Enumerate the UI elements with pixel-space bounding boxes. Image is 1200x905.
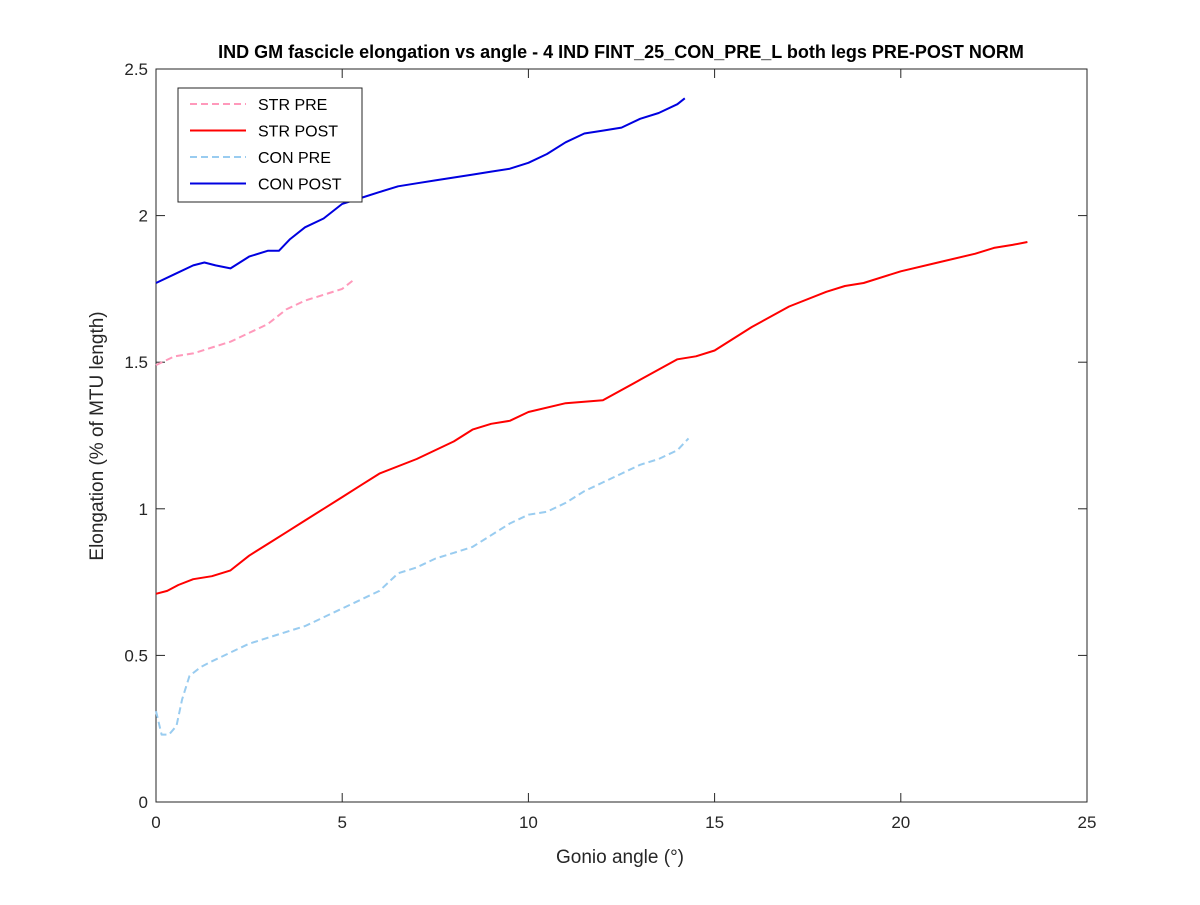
series-line-2	[155, 437, 690, 736]
x-tick-label: 0	[151, 813, 160, 832]
legend-label-2: CON PRE	[258, 150, 331, 167]
x-axis: 0 5 10 15 20 25	[151, 68, 1097, 832]
y-tick-label: 2	[139, 207, 148, 226]
y-tick-label: 1.5	[124, 353, 148, 372]
x-tick-label: 25	[1078, 813, 1097, 832]
y-tick-label: 0.5	[124, 646, 148, 665]
legend-label-0: STR PRE	[258, 97, 327, 114]
x-tick-label: 20	[891, 813, 910, 832]
series-lines	[155, 97, 1028, 736]
series-line-3	[155, 97, 686, 284]
legend-label-3: CON POST	[258, 177, 342, 194]
y-axis: 0 0.5 1 1.5 2 2.5	[124, 60, 1087, 812]
legend-label-1: STR POST	[258, 124, 338, 141]
x-tick-label: 15	[705, 813, 724, 832]
x-tick-label: 5	[337, 813, 346, 832]
legend[interactable]: STR PRE STR POST CON PRE CON POST	[177, 87, 363, 203]
y-tick-label: 2.5	[124, 60, 148, 79]
series-line-1	[155, 241, 1028, 595]
axes-box	[155, 68, 1088, 803]
y-axis-label: Elongation (% of MTU length)	[87, 311, 108, 560]
x-tick-label: 10	[519, 813, 538, 832]
y-tick-label: 0	[139, 793, 148, 812]
chart-title: IND GM fascicle elongation vs angle - 4 …	[218, 42, 1024, 62]
x-axis-label: Gonio angle (°)	[556, 847, 684, 868]
y-tick-label: 1	[139, 500, 148, 519]
series-line-0	[155, 279, 355, 367]
